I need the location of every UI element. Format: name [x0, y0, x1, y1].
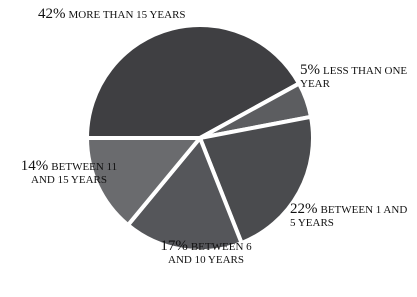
value-label: 42%	[38, 6, 66, 22]
value-label: 22%	[290, 201, 318, 217]
slice-label: 14%BETWEEN 11 AND 15 YEARS	[10, 160, 128, 187]
slice-label: 22%BETWEEN 1 AND 5 YEARS	[290, 203, 408, 230]
category-label: MORE THAN 15 YEARS	[69, 9, 186, 21]
value-label: 14%	[21, 158, 49, 174]
slice-label: 42%MORE THAN 15 YEARS	[38, 8, 213, 22]
value-label: 5%	[300, 62, 320, 78]
chart: 42%MORE THAN 15 YEARS 5%LESS THAN ONE YEA…	[0, 0, 417, 297]
slice-label: 17%BETWEEN 6 AND 10 YEARS	[150, 240, 262, 267]
value-label: 17%	[160, 238, 188, 254]
slice-label: 5%LESS THAN ONE YEAR	[300, 64, 408, 91]
